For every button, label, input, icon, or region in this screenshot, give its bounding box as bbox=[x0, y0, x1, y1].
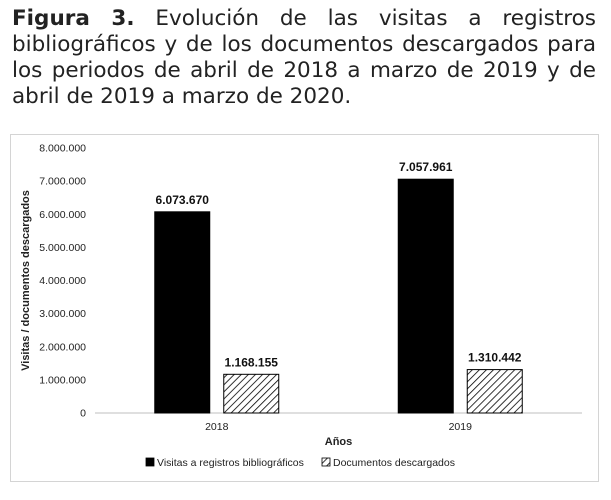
y-tick-label: 8.000.000 bbox=[39, 143, 86, 155]
bar-visitas-2018 bbox=[154, 211, 211, 414]
figure-caption: Figura 3. Evolución de las visitas a reg… bbox=[12, 6, 596, 110]
x-tick-label: 2019 bbox=[449, 421, 473, 433]
x-axis-title: Años bbox=[325, 436, 353, 448]
data-label: 1.168.155 bbox=[225, 355, 279, 369]
legend-swatch-visitas bbox=[145, 457, 155, 467]
x-tick-label: 2018 bbox=[205, 421, 229, 433]
y-tick-label: 0 bbox=[80, 408, 86, 420]
data-label: 7.057.961 bbox=[399, 160, 453, 174]
y-tick-label: 2.000.000 bbox=[39, 341, 86, 353]
figure-label: Figura 3. bbox=[12, 6, 135, 31]
y-tick-label: 1.000.000 bbox=[39, 374, 86, 386]
legend-label: Visitas a registros bibliográficos bbox=[157, 457, 304, 469]
figure-caption-text: Evolución de las visitas a registros bib… bbox=[12, 6, 596, 109]
bar-visitas-2019 bbox=[397, 178, 454, 414]
bar-documentos-2018 bbox=[223, 373, 280, 414]
y-tick-label: 7.000.000 bbox=[39, 176, 86, 188]
y-tick-label: 3.000.000 bbox=[39, 308, 86, 320]
y-tick-label: 5.000.000 bbox=[39, 242, 86, 254]
data-label: 1.310.442 bbox=[468, 351, 522, 365]
legend-swatch-documentos bbox=[321, 457, 331, 467]
y-axis-title: Visitas / documentos descargados bbox=[20, 190, 32, 371]
y-tick-label: 4.000.000 bbox=[39, 275, 86, 287]
y-tick-label: 6.000.000 bbox=[39, 209, 86, 221]
legend-label: Documentos descargados bbox=[333, 457, 455, 469]
chart-container bbox=[10, 134, 599, 482]
data-label: 6.073.670 bbox=[156, 193, 210, 207]
bar-documentos-2019 bbox=[466, 369, 523, 414]
